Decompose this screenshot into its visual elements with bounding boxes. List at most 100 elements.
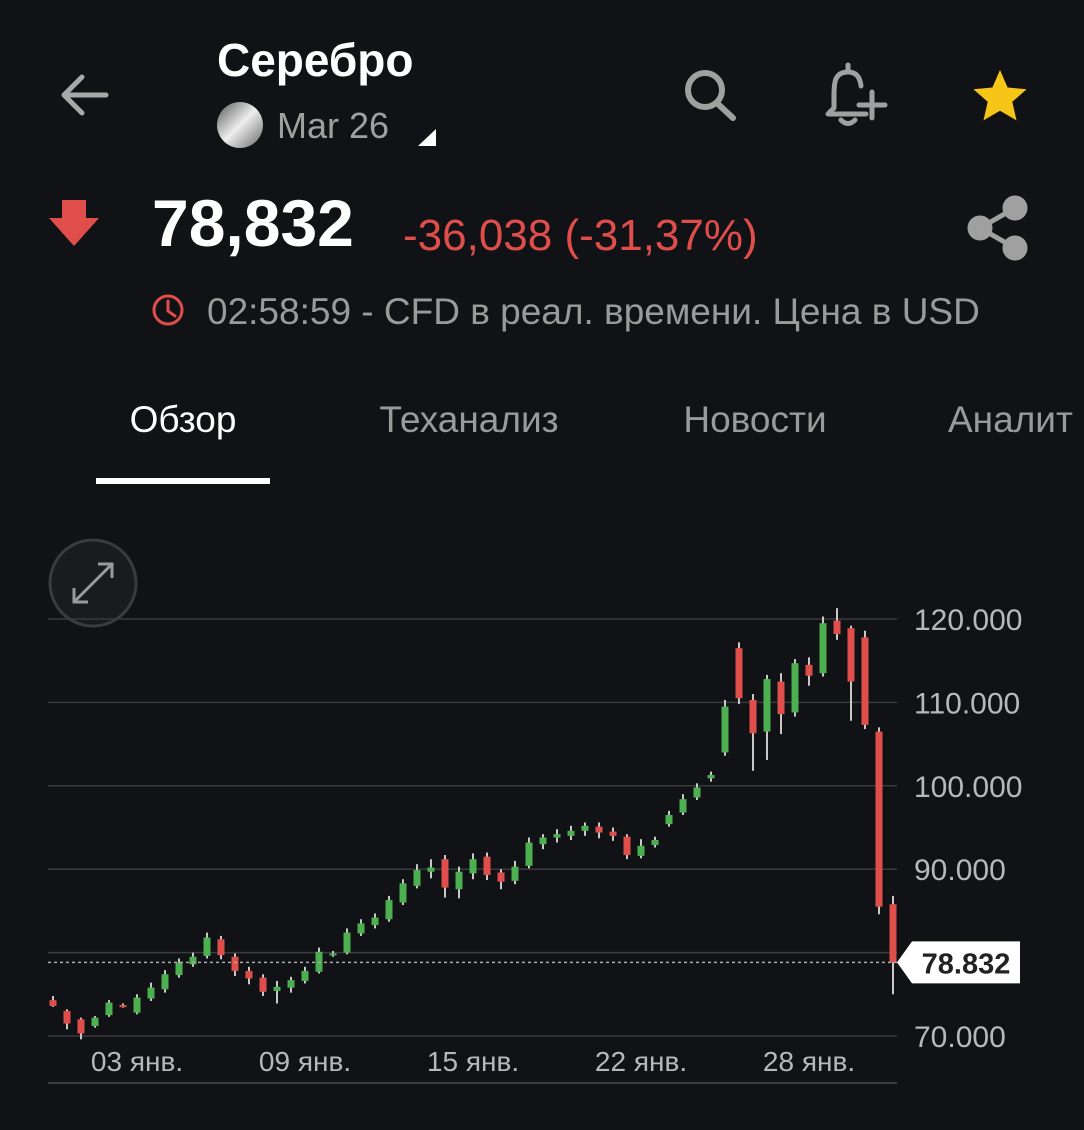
x-tick-label: 28 янв. [763,1046,855,1077]
candle-body [623,836,631,856]
candle-body [329,953,337,956]
y-tick-label: 110.000 [914,687,1020,720]
candle-body [749,699,757,734]
candle-body [105,1002,113,1016]
candle-body [651,840,659,846]
favorite-star[interactable] [973,70,1027,121]
clock-face [152,294,184,326]
expand-button[interactable] [48,538,138,628]
candle-body [735,648,743,699]
contract-month[interactable]: Mar 26 [277,105,389,146]
tab[interactable]: Теханализ [379,399,558,440]
x-tick-label: 09 янв. [259,1046,351,1077]
bell-clapper [838,117,858,126]
candle-body [273,986,281,991]
share-button[interactable] [967,195,1028,261]
candle-body [147,987,155,999]
clock-icon [152,294,184,326]
tab[interactable]: Обзор [130,399,237,440]
candle-body [581,825,589,831]
candle-body [287,980,295,988]
candle-body [259,977,267,992]
candle-body [133,997,141,1013]
candle-body [889,904,897,963]
contract-dropdown[interactable] [418,129,436,146]
share-dot [967,215,993,241]
candle-body [609,831,617,836]
candle-body [161,974,169,990]
bell-plus [856,89,888,121]
search-icon [685,70,725,110]
candle-body [189,956,197,965]
candle-body [245,970,253,979]
candle-body [511,866,519,881]
candle-body [763,679,771,732]
candle-body [77,1019,85,1034]
candle-body [385,900,393,920]
active-tab-indicator [96,478,270,484]
share-dot [1002,195,1028,221]
candle-body [217,939,225,956]
candle-body [455,871,463,890]
x-tick-label: 15 янв. [427,1046,519,1077]
candle-body [833,620,841,635]
last-price-marker [897,941,1020,984]
clock-hands [166,299,177,318]
tab[interactable]: Аналит [948,399,1073,440]
candle-body [399,883,407,903]
last-price-label: 78.832 [922,948,1011,980]
tab[interactable]: Новости [683,399,826,440]
candle-body [175,962,183,976]
candle-body [301,970,309,981]
candle-body [707,774,715,779]
candle-body [539,837,547,845]
candle-body [567,830,575,836]
search-button[interactable] [685,70,736,121]
candle-body [63,1010,71,1024]
x-tick-label: 03 янв. [91,1046,183,1077]
y-tick-label: 120.000 [914,604,1022,637]
price-change: -36,038 (-31,37%) [403,211,758,260]
y-tick-label: 70.000 [914,1021,1006,1054]
candle-body [819,623,827,674]
candle-body [721,706,729,753]
candle-body [469,859,477,874]
candle-body [231,956,239,971]
candle-body [791,663,799,713]
silver-icon [217,102,263,148]
candle-body [805,664,813,676]
candle-body [637,845,645,856]
back-arrow [61,74,109,116]
candle-body [595,826,603,833]
alert-button[interactable] [825,62,888,126]
down-arrow [49,200,99,246]
candle-body [441,859,449,888]
candle-body [665,814,673,825]
candle-body [91,1017,99,1026]
status-line: 02:58:59 - CFD в реал. времени. Цена в U… [207,291,980,332]
candle-body [497,872,505,882]
candle-body [371,917,379,926]
last-price: 78,832 [152,186,354,260]
candle-body [343,932,351,953]
instrument-title: Серебро [217,34,414,86]
expand-icon [72,562,114,604]
candle-body [875,731,883,907]
chart: 70.00080.00090.000100.000110.000120.0000… [48,604,1022,1077]
x-tick-label: 22 янв. [595,1046,687,1077]
candle-body [553,834,561,838]
candle-body [693,787,701,798]
candle-body [119,1005,127,1008]
candle-body [357,923,365,934]
candle-body [847,628,855,682]
candle-body [413,870,421,886]
candle-body [861,637,869,725]
candle-body [777,681,785,715]
back-button[interactable] [61,74,109,116]
candle-body [679,799,687,813]
candle-body [427,867,435,872]
search-handle [715,101,736,121]
